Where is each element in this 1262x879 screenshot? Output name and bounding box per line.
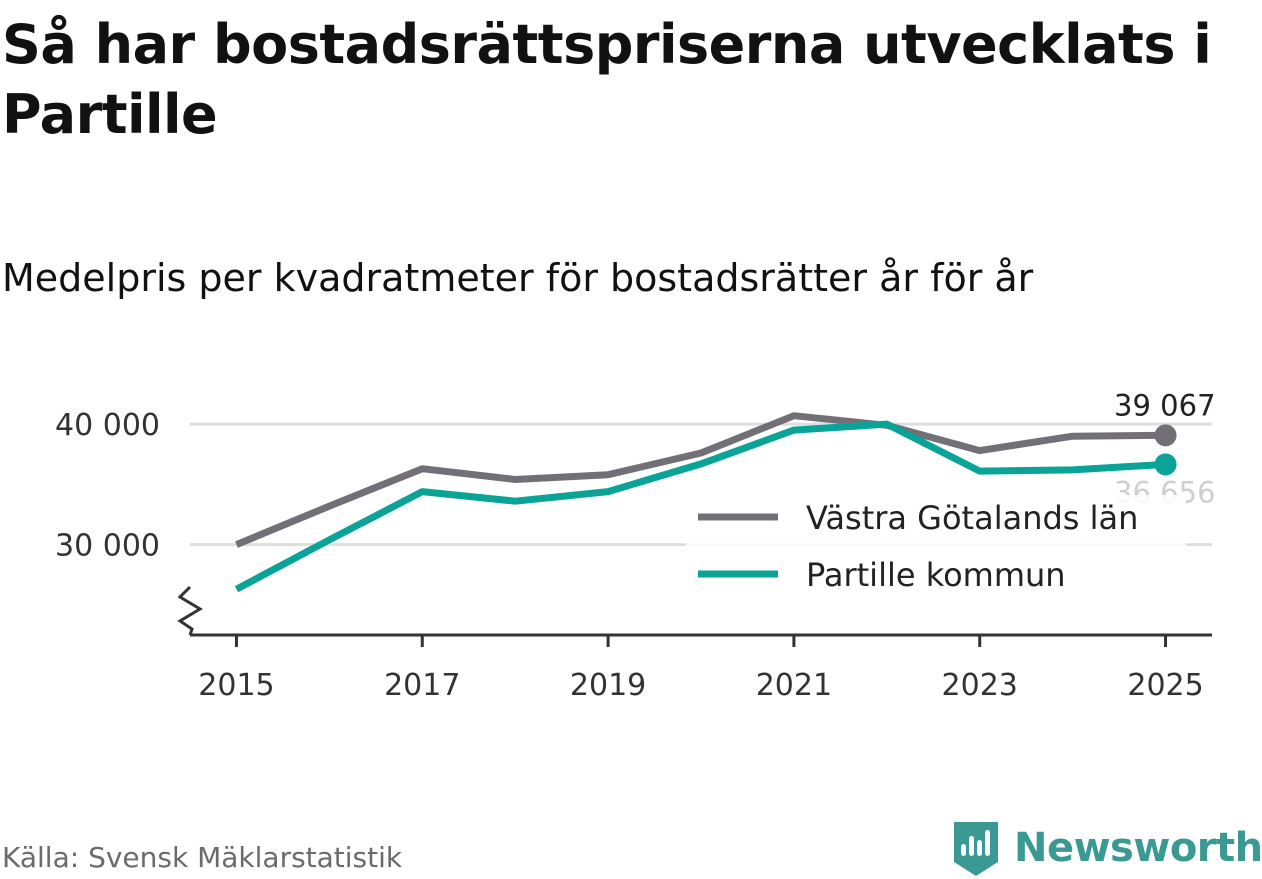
y-tick-label: 40 000 <box>55 408 160 443</box>
series-line <box>234 420 1166 593</box>
brand-name: Newsworthy <box>1014 825 1262 871</box>
y-tick-label: 30 000 <box>55 529 160 564</box>
chart-subtitle: Medelpris per kvadratmeter för bostadsrä… <box>2 256 1034 300</box>
x-tick-label: 2025 <box>1127 668 1203 703</box>
legend: Västra Götalands län Partille kommun <box>686 495 1186 605</box>
x-tick-label: 2017 <box>384 668 460 703</box>
chart-title: Så har bostadsrättspriserna utvecklats i… <box>2 13 1212 146</box>
series-end-point <box>1154 424 1177 447</box>
axis-break-icon <box>177 585 203 636</box>
newsworthy-logo-icon <box>954 822 998 876</box>
line-chart: 30 000 40 000 2015 2017 2019 2021 2023 2025 39… <box>55 388 1216 703</box>
legend-entry: Partille kommun <box>806 556 1066 594</box>
legend-entry: Västra Götalands län <box>806 499 1138 537</box>
x-tick-label: 2015 <box>198 668 274 703</box>
x-tick-label: 2023 <box>942 668 1018 703</box>
x-tick-label: 2019 <box>570 668 646 703</box>
source-note: Källa: Svensk Mäklarstatistik <box>2 841 403 874</box>
axes: 2015 2017 2019 2021 2023 2025 <box>177 585 1212 703</box>
x-tick-label: 2021 <box>756 668 832 703</box>
brand-logo: Newsworthy <box>950 818 1262 878</box>
legend-background <box>686 495 1186 605</box>
series-line <box>235 412 1166 548</box>
series-end-label: 39 067 <box>1114 388 1215 422</box>
series-lines <box>234 412 1177 593</box>
series-end-point <box>1154 453 1177 476</box>
